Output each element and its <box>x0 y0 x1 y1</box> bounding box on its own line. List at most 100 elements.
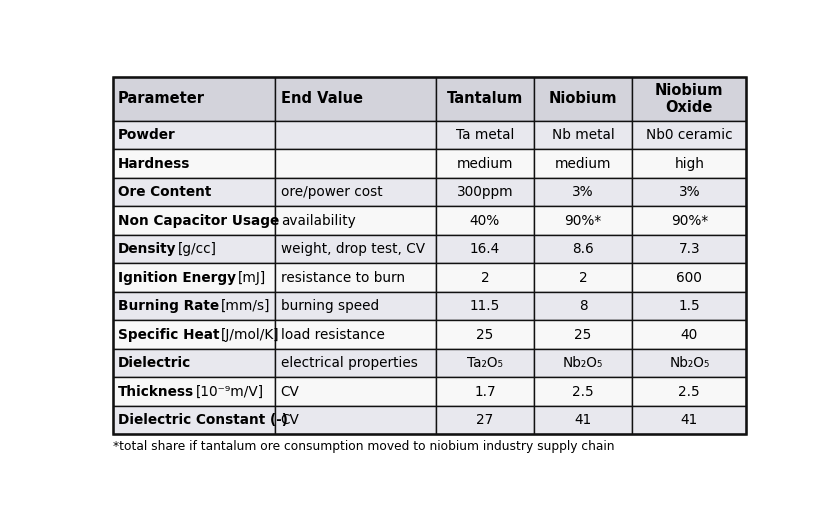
Bar <box>276 178 436 206</box>
Text: high: high <box>675 157 705 171</box>
Text: 3%: 3% <box>572 185 594 199</box>
Text: CV: CV <box>281 413 299 427</box>
Text: 2: 2 <box>579 271 587 284</box>
Text: 8.6: 8.6 <box>572 242 594 256</box>
Bar <box>276 235 436 264</box>
Text: [g/cc]: [g/cc] <box>178 242 217 256</box>
Bar <box>534 292 633 321</box>
Text: 41: 41 <box>575 413 592 427</box>
Bar <box>633 264 747 292</box>
Bar <box>436 349 534 377</box>
Bar <box>436 178 534 206</box>
Bar <box>276 377 436 406</box>
Bar <box>436 264 534 292</box>
Text: 8: 8 <box>579 299 587 313</box>
Bar <box>633 377 747 406</box>
Text: 25: 25 <box>575 328 592 342</box>
Bar <box>276 321 436 349</box>
Text: Niobium: Niobium <box>549 91 618 106</box>
Bar <box>436 292 534 321</box>
Bar <box>436 121 534 149</box>
Bar <box>112 377 276 406</box>
Bar <box>534 121 633 149</box>
Text: 2: 2 <box>481 271 489 284</box>
Bar <box>276 264 436 292</box>
Text: electrical properties: electrical properties <box>281 356 417 370</box>
Bar <box>436 406 534 434</box>
Bar <box>436 235 534 264</box>
Text: 16.4: 16.4 <box>470 242 500 256</box>
Bar <box>633 206 747 235</box>
Text: Dielectric: Dielectric <box>117 356 191 370</box>
Bar <box>633 178 747 206</box>
Bar <box>276 406 436 434</box>
Text: Thickness: Thickness <box>117 385 194 399</box>
Text: Specific Heat: Specific Heat <box>117 328 220 342</box>
Text: CV: CV <box>281 385 299 399</box>
Text: Nb0 ceramic: Nb0 ceramic <box>646 128 732 142</box>
Bar <box>633 292 747 321</box>
Bar <box>276 349 436 377</box>
Bar <box>112 349 276 377</box>
Bar <box>633 235 747 264</box>
Bar <box>534 264 633 292</box>
Bar <box>534 235 633 264</box>
Bar <box>534 206 633 235</box>
Bar <box>112 235 276 264</box>
Text: 1.7: 1.7 <box>474 385 496 399</box>
Text: Ignition Energy: Ignition Energy <box>117 271 235 284</box>
Text: 7.3: 7.3 <box>679 242 701 256</box>
Text: 40%: 40% <box>470 213 500 228</box>
Text: 25: 25 <box>476 328 494 342</box>
Text: [mm/s]: [mm/s] <box>220 299 271 313</box>
Bar <box>276 149 436 178</box>
Bar <box>534 406 633 434</box>
Text: Nb₂O₅: Nb₂O₅ <box>670 356 710 370</box>
Bar <box>436 206 534 235</box>
Bar <box>112 264 276 292</box>
Bar <box>534 178 633 206</box>
Text: Burning Rate: Burning Rate <box>117 299 219 313</box>
Text: 40: 40 <box>680 328 698 342</box>
Text: Hardness: Hardness <box>117 157 190 171</box>
Text: End Value: End Value <box>281 91 363 106</box>
Bar <box>112 178 276 206</box>
Bar <box>633 406 747 434</box>
Text: [J/mol/K]: [J/mol/K] <box>221 328 280 342</box>
Text: *total share if tantalum ore consumption moved to niobium industry supply chain: *total share if tantalum ore consumption… <box>112 441 614 454</box>
Text: [mJ]: [mJ] <box>238 271 266 284</box>
Bar <box>112 77 747 434</box>
Text: 90%*: 90%* <box>565 213 602 228</box>
Text: 90%*: 90%* <box>670 213 708 228</box>
Text: Non Capacitor Usage: Non Capacitor Usage <box>117 213 279 228</box>
Bar <box>633 321 747 349</box>
Text: resistance to burn: resistance to burn <box>281 271 405 284</box>
Text: [10⁻⁹m/V]: [10⁻⁹m/V] <box>196 385 264 399</box>
Text: 3%: 3% <box>679 185 701 199</box>
Text: medium: medium <box>457 157 513 171</box>
Bar <box>276 206 436 235</box>
Text: 2.5: 2.5 <box>572 385 594 399</box>
Text: availability: availability <box>281 213 355 228</box>
Text: 1.5: 1.5 <box>679 299 701 313</box>
Bar <box>112 321 276 349</box>
Bar <box>112 77 276 121</box>
Bar <box>534 77 633 121</box>
Bar <box>276 121 436 149</box>
Text: burning speed: burning speed <box>281 299 379 313</box>
Text: Density: Density <box>117 242 176 256</box>
Bar <box>112 121 276 149</box>
Text: 2.5: 2.5 <box>679 385 701 399</box>
Text: Parameter: Parameter <box>117 91 204 106</box>
Text: 600: 600 <box>676 271 702 284</box>
Text: ore/power cost: ore/power cost <box>281 185 382 199</box>
Bar <box>534 377 633 406</box>
Text: 300ppm: 300ppm <box>457 185 513 199</box>
Bar <box>436 377 534 406</box>
Bar <box>276 292 436 321</box>
Bar <box>633 77 747 121</box>
Text: Ta₂O₅: Ta₂O₅ <box>467 356 503 370</box>
Bar <box>436 321 534 349</box>
Text: Tantalum: Tantalum <box>447 91 523 106</box>
Text: medium: medium <box>555 157 612 171</box>
